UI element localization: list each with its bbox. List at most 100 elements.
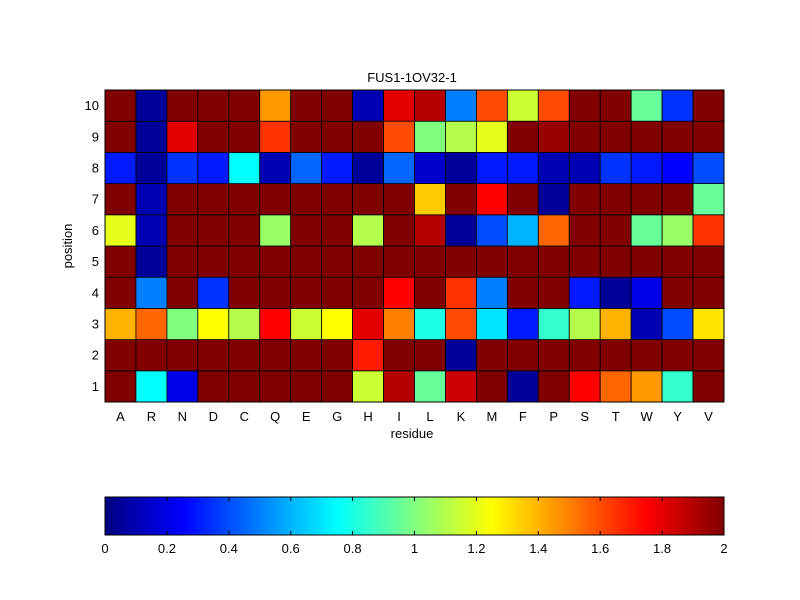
heatmap-cell-R-2	[135, 339, 168, 372]
heatmap-cell-W-9	[630, 120, 663, 153]
chart-title: FUS1-1OV32-1	[367, 70, 457, 85]
heatmap-cell-M-3	[475, 307, 508, 340]
heatmap-cell-R-3	[135, 307, 168, 340]
heatmap-cell-S-1	[568, 370, 601, 403]
heatmap-cell-D-3	[197, 307, 230, 340]
heatmap-cell-P-1	[537, 370, 570, 403]
heatmap-cell-E-7	[290, 183, 323, 216]
heatmap-cell-T-9	[599, 120, 632, 153]
heatmap-cell-W-4	[630, 276, 663, 309]
heatmap-cell-A-2	[104, 339, 137, 372]
heatmap-cell-G-9	[321, 120, 353, 153]
heatmap-cell-H-5	[352, 245, 384, 278]
heatmap-cell-T-1	[599, 370, 632, 403]
heatmap-cell-K-6	[445, 214, 477, 247]
heatmap-cell-L-8	[414, 151, 446, 184]
heatmap-cell-R-6	[135, 214, 168, 247]
heatmap-cell-A-6	[104, 214, 137, 247]
heatmap-cell-F-3	[506, 307, 539, 340]
heatmap-cell-Q-9	[259, 120, 292, 153]
heatmap-cell-E-6	[290, 214, 323, 247]
heatmap-cell-F-7	[506, 183, 539, 216]
heatmap-cell-R-4	[135, 276, 168, 309]
heatmap-cell-C-2	[228, 339, 261, 372]
heatmap-cell-M-1	[475, 370, 508, 403]
y-axis-label: position	[60, 224, 75, 269]
colorbar-tick-label: 0	[101, 541, 108, 556]
heatmap-cell-V-7	[692, 183, 725, 216]
x-tick-label: C	[240, 409, 249, 424]
heatmap-cell-S-9	[568, 120, 601, 153]
heatmap-cell-L-10	[414, 89, 446, 122]
colorbar-gradient	[105, 497, 724, 535]
heatmap-cell-K-9	[445, 120, 477, 153]
heatmap-cell-K-2	[445, 339, 477, 372]
x-tick-label: G	[332, 409, 342, 424]
heatmap-cell-S-4	[568, 276, 601, 309]
y-tick-labels: 1 2 3 4 5 6 7 8 9 10	[85, 98, 99, 394]
y-tick-label: 1	[92, 379, 99, 394]
heatmap-cell-T-8	[599, 151, 632, 184]
heatmap-cell-S-3	[568, 307, 601, 340]
heatmap-cell-I-1	[383, 370, 415, 403]
heatmap-cell-V-1	[692, 370, 725, 403]
heatmap-cell-G-10	[321, 89, 353, 122]
heatmap-cell-T-4	[599, 276, 632, 309]
heatmap-cell-I-8	[383, 151, 415, 184]
heatmap-cell-G-6	[321, 214, 353, 247]
heatmap-cell-Y-5	[661, 245, 694, 278]
heatmap-cell-S-8	[568, 151, 601, 184]
colorbar-tick-label: 0.2	[158, 541, 176, 556]
colorbar-tick-label: 1.6	[591, 541, 609, 556]
heatmap-cell-T-3	[599, 307, 632, 340]
x-tick-label: R	[147, 409, 156, 424]
heatmap-cell-S-6	[568, 214, 601, 247]
heatmap-cell-D-10	[197, 89, 230, 122]
heatmap-cell-L-7	[414, 183, 446, 216]
x-tick-label: D	[209, 409, 218, 424]
x-tick-label: V	[704, 409, 713, 424]
heatmap-cell-G-2	[321, 339, 353, 372]
heatmap-cell-V-9	[692, 120, 725, 153]
heatmap-cell-T-5	[599, 245, 632, 278]
heatmap-cell-F-9	[506, 120, 539, 153]
heatmap-cell-P-8	[537, 151, 570, 184]
heatmap-cell-R-10	[135, 89, 168, 122]
heatmap-cell-I-6	[383, 214, 415, 247]
heatmap-cell-M-6	[475, 214, 508, 247]
heatmap-cell-H-3	[352, 307, 384, 340]
heatmap-cell-D-8	[197, 151, 230, 184]
heatmap-cell-D-6	[197, 214, 230, 247]
x-tick-label: K	[457, 409, 466, 424]
heatmap-cell-E-2	[290, 339, 323, 372]
heatmap-cell-N-6	[166, 214, 199, 247]
heatmap-cell-N-2	[166, 339, 199, 372]
heatmap-cell-W-2	[630, 339, 663, 372]
heatmap-cell-I-10	[383, 89, 415, 122]
heatmap-cell-L-6	[414, 214, 446, 247]
colorbar-tick-label: 0.8	[344, 541, 362, 556]
x-tick-label: P	[549, 409, 558, 424]
heatmap-cell-T-6	[599, 214, 632, 247]
heatmap-cell-P-10	[537, 89, 570, 122]
heatmap-cell-V-3	[692, 307, 725, 340]
heatmap-cell-H-10	[352, 89, 384, 122]
heatmap-cell-K-7	[445, 183, 477, 216]
heatmap-cell-A-9	[104, 120, 137, 153]
heatmap-cell-T-7	[599, 183, 632, 216]
heatmap-cell-I-7	[383, 183, 415, 216]
colorbar-tick-label: 0.4	[220, 541, 238, 556]
heatmap-cell-C-9	[228, 120, 261, 153]
heatmap-cell-Q-1	[259, 370, 292, 403]
heatmap-cell-N-7	[166, 183, 199, 216]
heatmap-cell-A-1	[104, 370, 137, 403]
heatmap-cell-P-2	[537, 339, 570, 372]
heatmap-cell-F-10	[506, 89, 539, 122]
heatmap-cell-C-5	[228, 245, 261, 278]
heatmap-cell-M-4	[475, 276, 508, 309]
heatmap-cell-S-2	[568, 339, 601, 372]
heatmap-cell-C-6	[228, 214, 261, 247]
heatmap-cell-G-8	[321, 151, 353, 184]
heatmap-cell-M-8	[475, 151, 508, 184]
